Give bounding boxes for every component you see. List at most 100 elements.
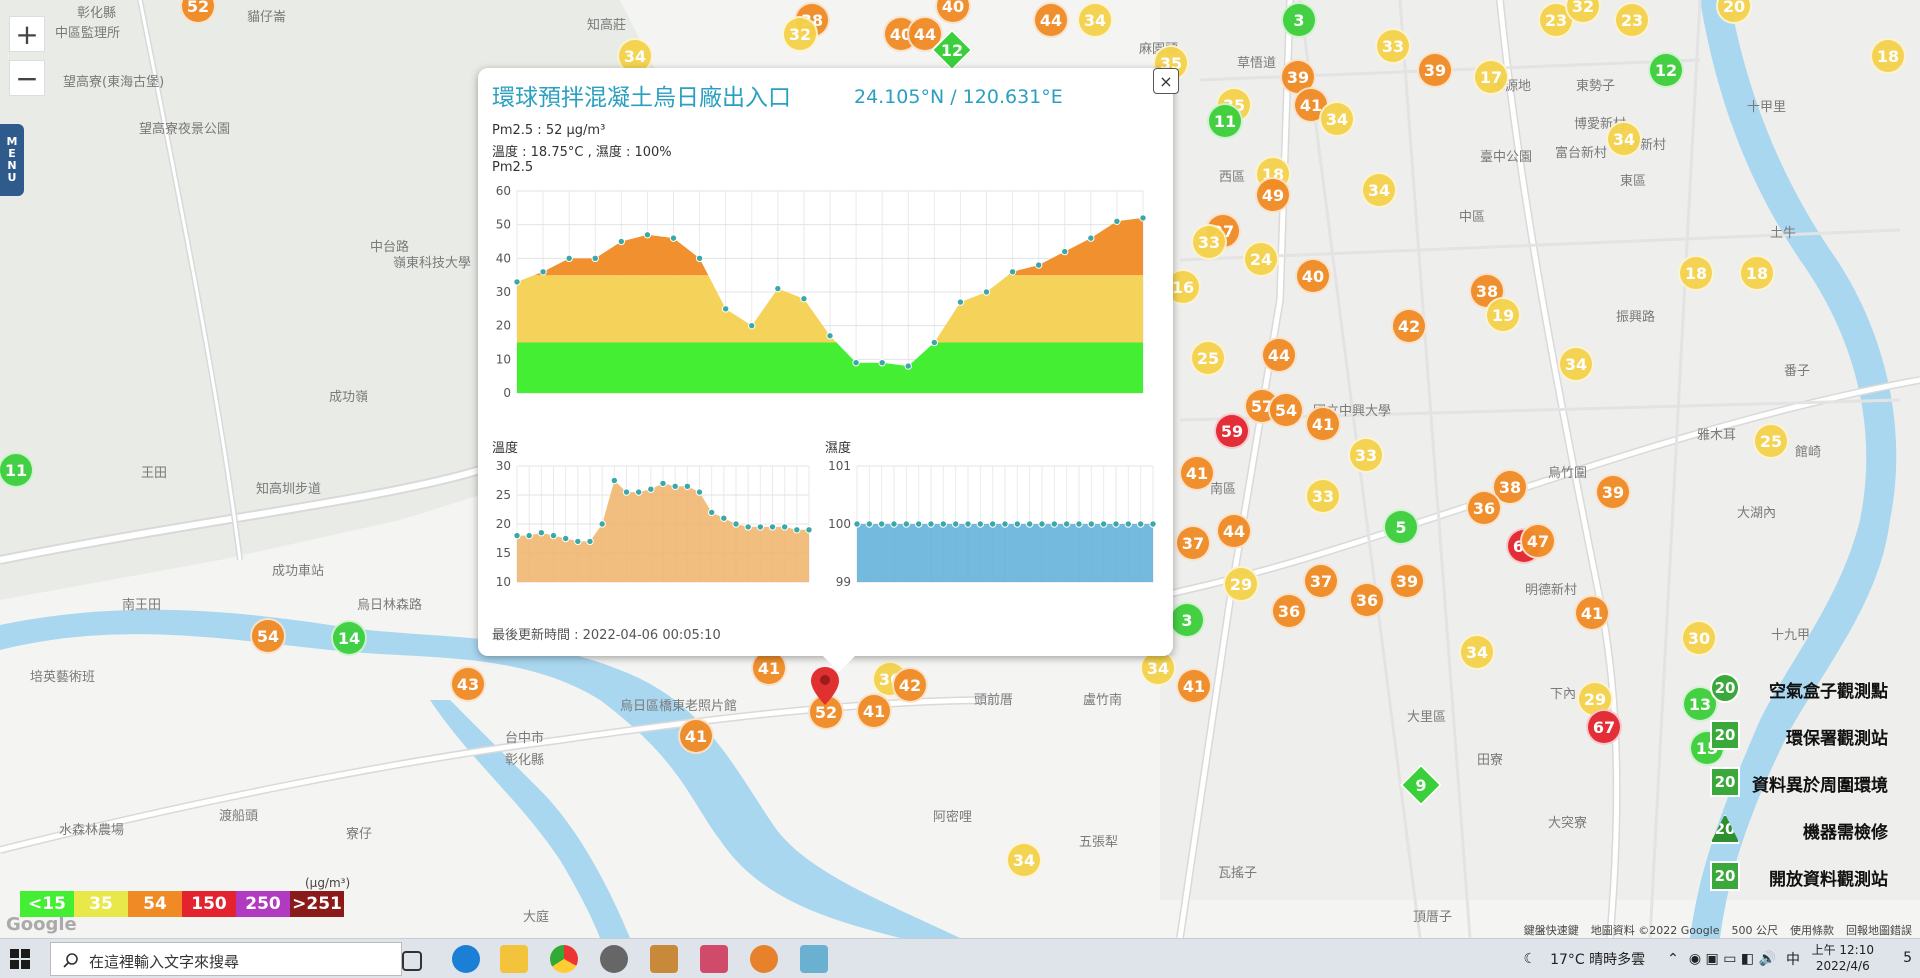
place-label: 阿密哩: [933, 810, 973, 825]
sensor-marker[interactable]: 40: [1295, 258, 1331, 294]
sensor-marker[interactable]: 33: [1375, 28, 1411, 64]
sensor-marker[interactable]: 18: [1678, 255, 1714, 291]
terms-link[interactable]: 使用條款: [1790, 924, 1834, 937]
report-error-link[interactable]: 回報地圖錯誤: [1846, 924, 1912, 937]
sensor-marker[interactable]: 54: [1268, 392, 1304, 428]
legend-station-label: 開放資料觀測站: [1769, 870, 1888, 890]
sensor-marker[interactable]: 39: [1595, 474, 1631, 510]
sensor-marker[interactable]: 17: [1473, 59, 1509, 95]
scale-bar[interactable]: 500 公尺: [1731, 924, 1779, 937]
sensor-marker[interactable]: 36: [1349, 582, 1385, 618]
sensor-marker[interactable]: 54: [250, 618, 286, 654]
taskbar-clock[interactable]: 上午 12:10 2022/4/6: [1812, 942, 1874, 974]
windows-start-icon[interactable]: [10, 949, 30, 969]
sensor-marker[interactable]: 42: [1391, 308, 1427, 344]
edge-browser-icon[interactable]: [452, 945, 480, 973]
data-point: [1113, 217, 1121, 225]
sensor-marker[interactable]: 33: [1348, 437, 1384, 473]
sensor-marker[interactable]: 19: [1485, 297, 1521, 333]
sensor-marker[interactable]: 3: [1169, 602, 1205, 638]
sensor-marker[interactable]: 20: [1716, 0, 1752, 24]
sensor-marker[interactable]: 37: [1175, 525, 1211, 561]
close-popup-button[interactable]: ×: [1153, 68, 1179, 94]
app-icon-4[interactable]: [800, 945, 828, 973]
sensor-marker[interactable]: 12: [1648, 52, 1684, 88]
sensor-marker[interactable]: 57: [1244, 388, 1280, 424]
sensor-marker[interactable]: 34: [1459, 634, 1495, 670]
data-point: [1050, 520, 1059, 528]
sensor-marker[interactable]: 25: [1190, 340, 1226, 376]
sensor-marker[interactable]: 44: [1033, 2, 1069, 38]
sensor-marker[interactable]: 11: [1207, 103, 1243, 139]
place-label: 田寮: [1477, 753, 1504, 768]
sensor-marker[interactable]: 29: [1223, 566, 1259, 602]
sensor-marker[interactable]: 33: [1305, 478, 1341, 514]
sensor-marker[interactable]: 41: [1574, 595, 1610, 631]
sensor-marker[interactable]: 34: [1077, 2, 1113, 38]
map-view[interactable]: 彰化縣 中區監理所 貓仔崙 知高莊 望高寮(東海古堡) 望高寮夜景公園 中台路 嶺東科技大學成…: [0, 0, 1920, 938]
taskbar-search-box[interactable]: 在這裡輸入文字來搜尋: [50, 942, 402, 976]
sensor-marker[interactable]: 59: [1214, 413, 1250, 449]
sensor-marker[interactable]: 24: [1243, 241, 1279, 277]
sensor-marker[interactable]: 34: [1006, 842, 1042, 878]
sensor-marker[interactable]: 34: [1319, 101, 1355, 137]
weather-text[interactable]: 17°C 晴時多雲: [1550, 952, 1646, 968]
sensor-marker[interactable]: 34: [1140, 650, 1176, 686]
sensor-marker[interactable]: 3: [1281, 2, 1317, 38]
sensor-marker[interactable]: 41: [1305, 406, 1341, 442]
sensor-marker[interactable]: 42: [892, 667, 928, 703]
keyboard-shortcuts-link[interactable]: 鍵盤快速鍵: [1523, 924, 1579, 937]
weather-icon[interactable]: ☾: [1523, 951, 1537, 967]
zoom-out-button[interactable]: −: [9, 60, 45, 96]
sensor-marker[interactable]: 41: [1179, 455, 1215, 491]
sensor-marker[interactable]: 18: [1870, 38, 1906, 74]
menu-tab[interactable]: M E N U: [0, 124, 24, 196]
sensor-marker[interactable]: 44: [1261, 337, 1297, 373]
sensor-marker[interactable]: 5: [1383, 509, 1419, 545]
sensor-marker[interactable]: 41: [678, 718, 714, 754]
data-point: [800, 295, 808, 303]
sensor-marker[interactable]: 11: [0, 452, 34, 488]
place-label: 下內: [1550, 687, 1577, 702]
tray-icons[interactable]: ◉ ▣ ▭ ◧ 🔊: [1688, 951, 1776, 967]
place-label: 彰化縣: [505, 753, 545, 768]
sensor-marker[interactable]: 34: [1558, 346, 1594, 382]
sensor-marker[interactable]: 18: [1739, 255, 1775, 291]
app-icon-3[interactable]: [700, 945, 728, 973]
sensor-marker[interactable]: 32: [782, 16, 818, 52]
sensor-marker[interactable]: 41: [856, 693, 892, 729]
sensor-marker[interactable]: 44: [1216, 513, 1252, 549]
chevron-up-icon[interactable]: ⌃: [1667, 951, 1679, 967]
sensor-marker[interactable]: 34: [1361, 172, 1397, 208]
blender-icon[interactable]: [750, 945, 778, 973]
notification-badge[interactable]: 5: [1903, 950, 1912, 966]
zoom-in-button[interactable]: +: [9, 16, 45, 52]
station-info-popup: × 環球預拌混凝土烏日廠出入口 24.105°N / 120.631°E Pm2…: [478, 68, 1179, 672]
data-point: [549, 531, 558, 540]
sensor-marker[interactable]: 36: [1466, 490, 1502, 526]
sensor-marker[interactable]: 39: [1417, 52, 1453, 88]
sensor-marker[interactable]: 25: [1753, 423, 1789, 459]
sensor-marker[interactable]: 39: [1389, 563, 1425, 599]
ime-indicator[interactable]: 中: [1786, 952, 1800, 968]
sensor-marker[interactable]: 14: [331, 620, 367, 656]
sensor-marker[interactable]: 30: [1681, 620, 1717, 656]
sensor-marker[interactable]: 36: [1271, 593, 1307, 629]
sensor-marker[interactable]: 47: [1520, 523, 1556, 559]
task-view-icon[interactable]: [402, 951, 422, 971]
sensor-marker[interactable]: 43: [450, 666, 486, 702]
sensor-marker[interactable]: 41: [1176, 668, 1212, 704]
sensor-marker[interactable]: 33: [1191, 224, 1227, 260]
app-icon-2[interactable]: [650, 945, 678, 973]
legend-station-label: 資料異於周圍環境: [1752, 776, 1888, 796]
app-icon-1[interactable]: [600, 945, 628, 973]
sensor-marker[interactable]: 37: [1303, 563, 1339, 599]
sensor-marker[interactable]: 67: [1586, 709, 1622, 745]
sensor-marker[interactable]: 23: [1614, 2, 1650, 38]
sensor-marker[interactable]: 49: [1255, 177, 1291, 213]
selected-location-pin[interactable]: [811, 667, 839, 705]
file-explorer-icon[interactable]: [500, 945, 528, 973]
chrome-icon[interactable]: [550, 945, 578, 973]
data-point: [774, 284, 782, 293]
sensor-marker[interactable]: 34: [1606, 121, 1642, 157]
